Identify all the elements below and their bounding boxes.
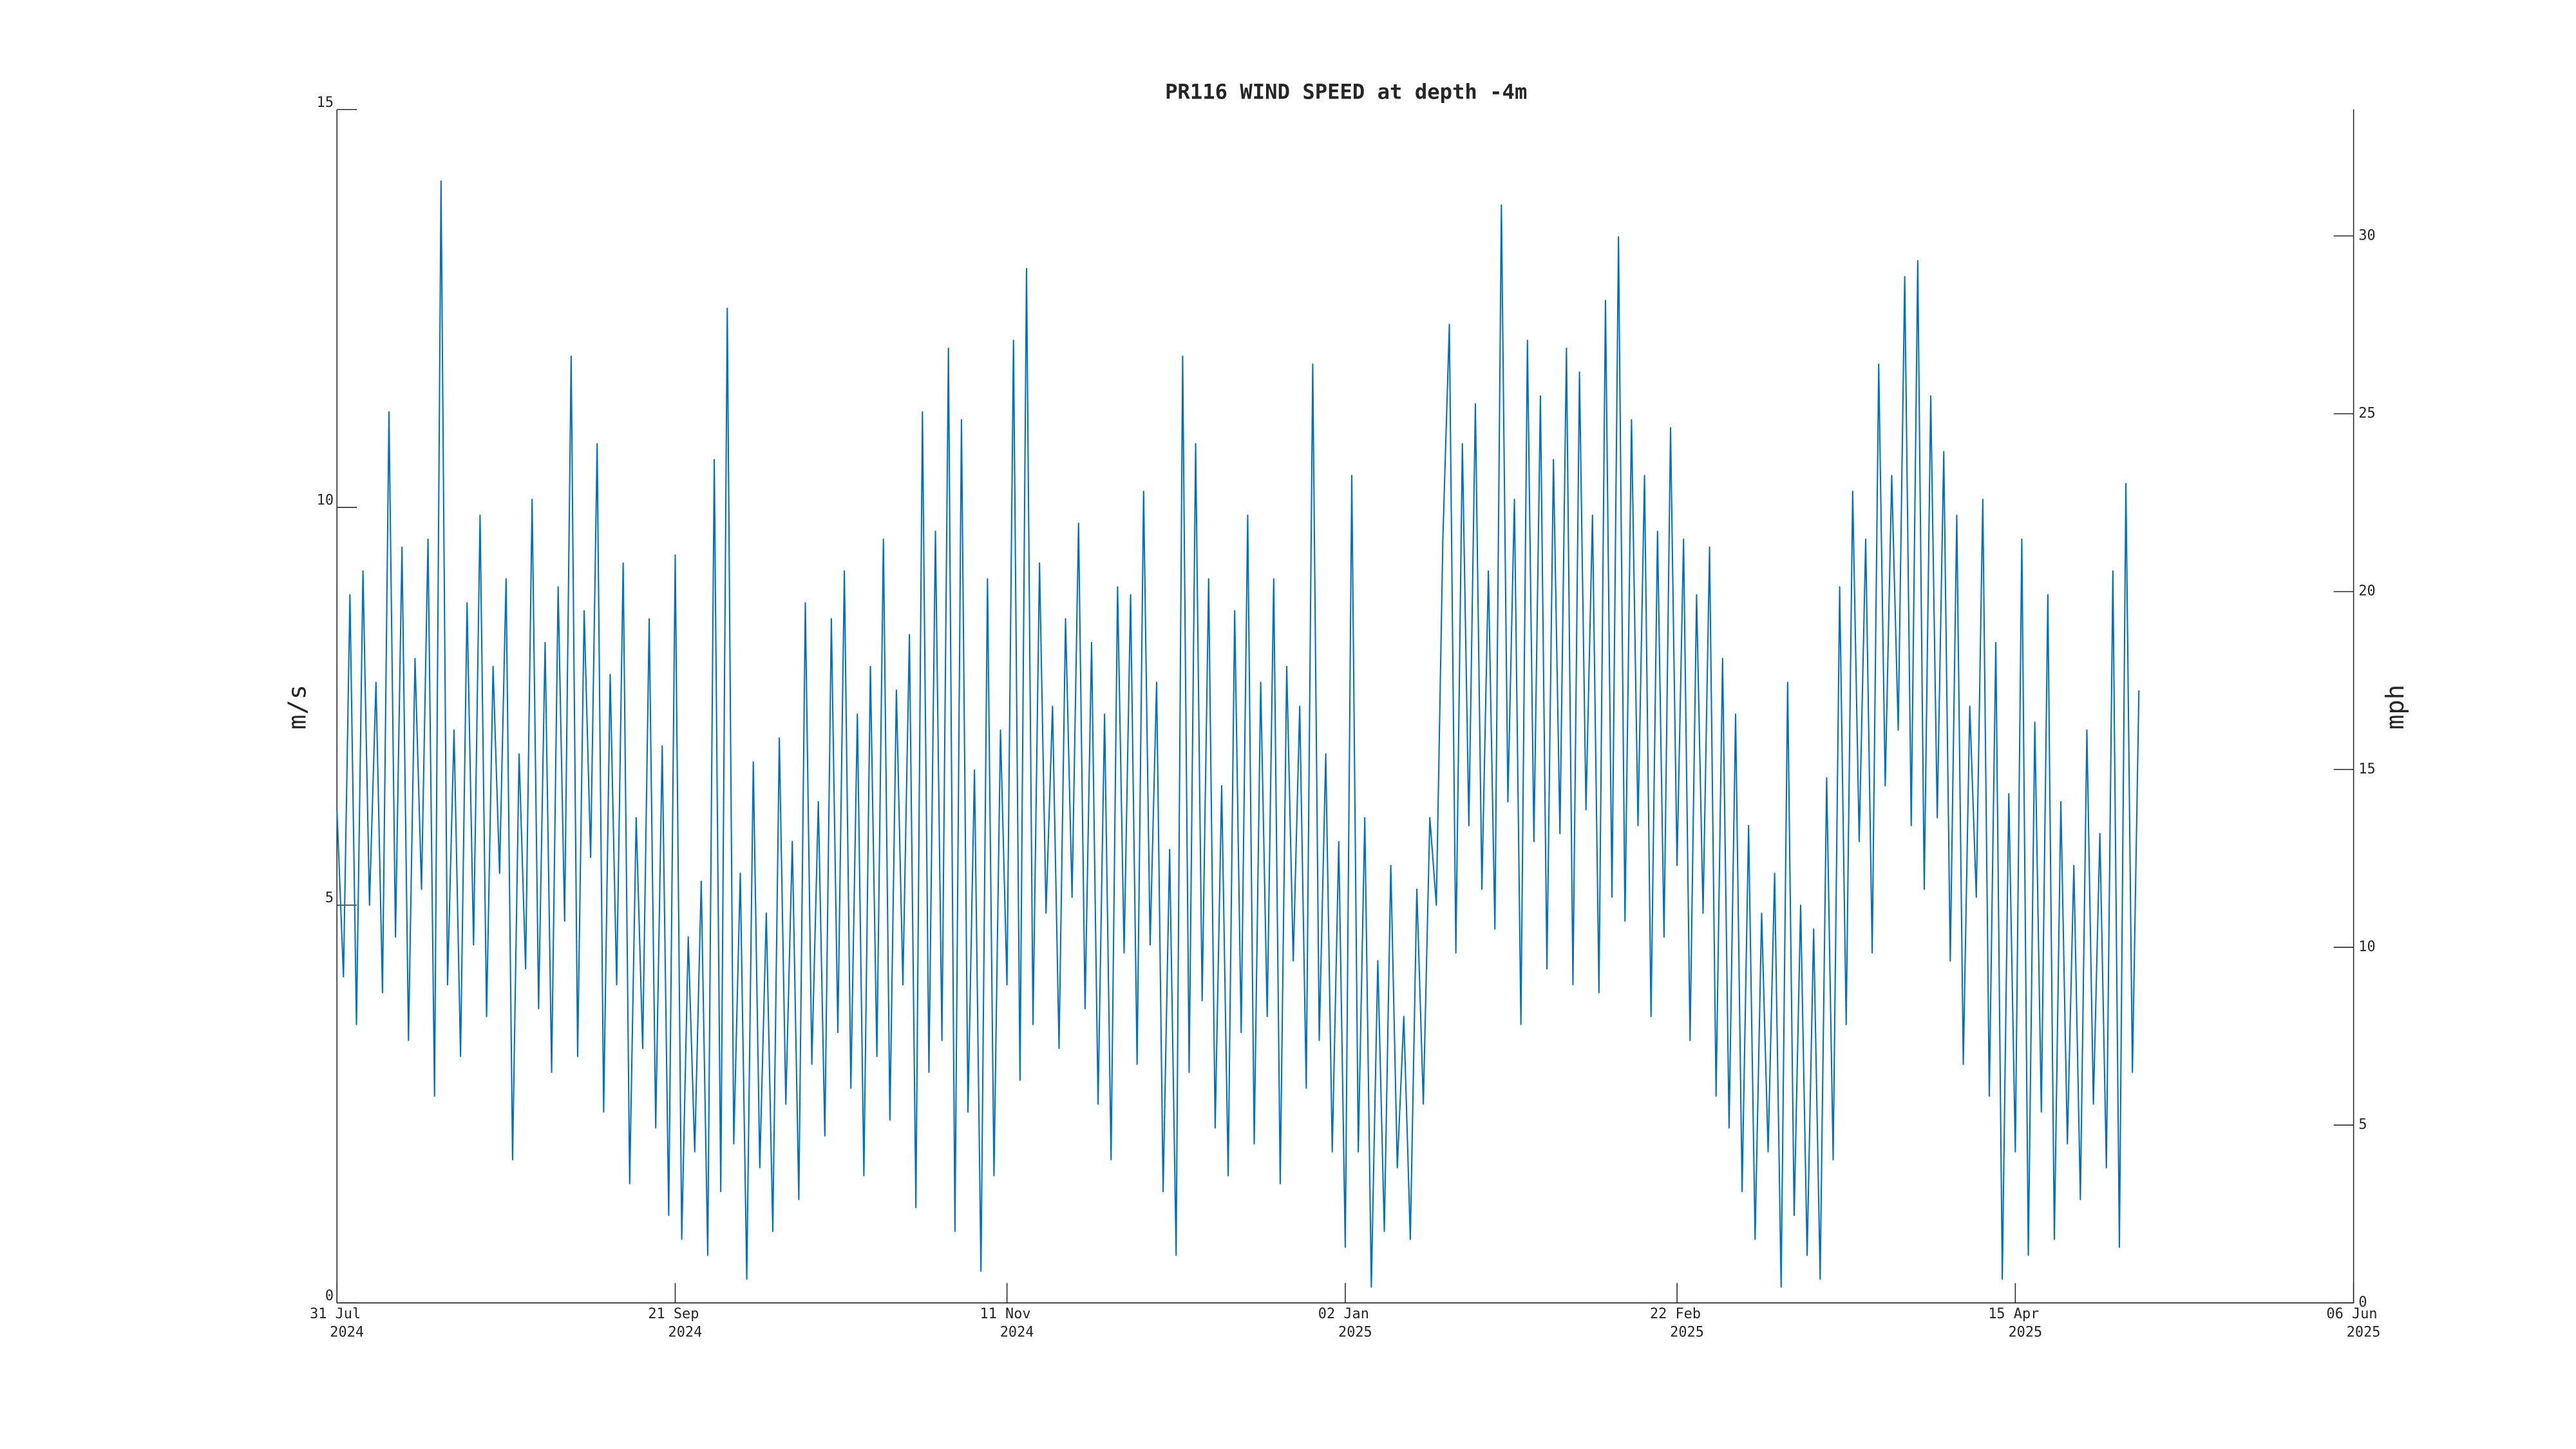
y-axis-label: m/s: [283, 685, 312, 730]
x-tick-label: 2024: [330, 1325, 364, 1341]
y2-tick-label: 5: [2358, 1117, 2367, 1133]
y-tick-label: 10: [317, 492, 334, 508]
y-tick-label: 0: [325, 1288, 334, 1304]
x-tick-label: 21 Sep: [648, 1306, 699, 1322]
y2-axis-label: mph: [2381, 685, 2410, 730]
x-tick-label: 2025: [1670, 1325, 1704, 1341]
data-line: [336, 180, 2140, 1288]
y2-tick-label: 10: [2358, 939, 2375, 955]
y-tick-label: 5: [325, 890, 334, 906]
x-tick-label: 31 Jul: [310, 1306, 361, 1322]
x-tick-label: 02 Jan: [1318, 1306, 1369, 1322]
x-tick-label: 2024: [1000, 1325, 1034, 1341]
y2-tick-label: 30: [2358, 227, 2375, 243]
y2-tick-label: 25: [2358, 406, 2375, 422]
x-tick-label: 2025: [2008, 1325, 2042, 1341]
y2-tick-label: 15: [2358, 761, 2375, 777]
x-tick-label: 2025: [2347, 1325, 2381, 1341]
chart-title: PR116 WIND SPEED at depth -4m: [1165, 79, 1527, 104]
x-tick-label: 2025: [1338, 1325, 1372, 1341]
x-tick-label: 22 Feb: [1650, 1306, 1701, 1322]
x-tick-label: 15 Apr: [1988, 1306, 2039, 1322]
x-tick-label: 06 Jun: [2327, 1306, 2378, 1322]
x-tick-label: 2024: [668, 1325, 703, 1341]
y-tick-label: 15: [317, 95, 334, 111]
x-tick-label: 11 Nov: [980, 1306, 1031, 1322]
y2-tick-label: 0: [2358, 1294, 2367, 1311]
y2-tick-label: 20: [2358, 583, 2375, 600]
